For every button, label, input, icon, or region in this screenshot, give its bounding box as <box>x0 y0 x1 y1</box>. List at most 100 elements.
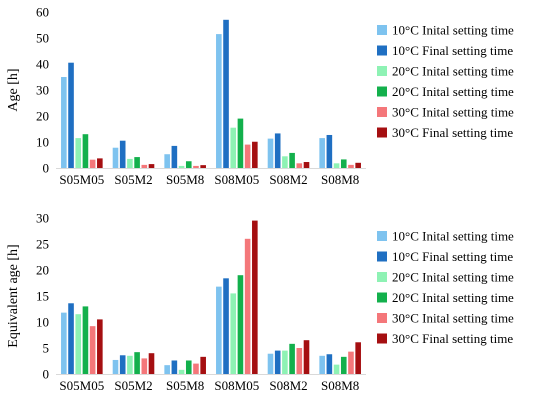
bar <box>296 163 303 168</box>
legend-label: 20°C Inital setting time <box>392 290 514 305</box>
bar <box>68 62 74 169</box>
bar <box>141 358 148 374</box>
legend-label: 10°C Inital setting time <box>392 23 514 38</box>
x-tick-label: S08M8 <box>321 378 359 393</box>
bar <box>326 134 333 168</box>
bar <box>326 354 333 374</box>
bar <box>333 364 340 374</box>
bar <box>282 350 288 374</box>
bar <box>97 319 103 374</box>
legend-label: 30°C Final setting time <box>392 125 513 140</box>
legend-label: 20°C Inital setting time <box>392 84 514 99</box>
x-tick-label: S05M8 <box>166 378 204 393</box>
bar <box>230 127 237 168</box>
bar <box>244 144 251 168</box>
y-tick-label: 50 <box>36 31 49 46</box>
legend: 10°C Inital setting time 10°C Final setti… <box>377 23 514 140</box>
bar <box>237 275 244 374</box>
y-tick-label: 10 <box>36 135 49 150</box>
bar <box>119 140 126 168</box>
y-tick-label: 0 <box>43 367 50 382</box>
legend-label: 10°C Final setting time <box>392 249 513 264</box>
x-tick-label: S08M05 <box>214 378 259 393</box>
y-tick-label: 40 <box>36 57 49 72</box>
legend-label: 20°C Inital setting time <box>392 64 514 79</box>
bar <box>303 162 310 168</box>
bar <box>333 163 340 168</box>
bar <box>355 162 361 168</box>
x-tick-label: S05M8 <box>166 172 204 187</box>
bar <box>75 314 82 374</box>
bar <box>244 238 251 374</box>
legend-label: 20°C Inital setting time <box>392 270 514 285</box>
bar <box>216 34 222 168</box>
bar <box>148 164 155 168</box>
bar <box>171 360 178 374</box>
bar <box>274 350 281 374</box>
y-tick-label: 0 <box>43 161 50 176</box>
bar <box>89 326 96 374</box>
x-tick-label: S05M2 <box>114 172 152 187</box>
bar <box>252 220 258 374</box>
legend-swatch <box>377 292 387 303</box>
bar <box>134 157 140 168</box>
legend-swatch <box>377 107 387 117</box>
x-tick-label: S05M05 <box>59 378 104 393</box>
bar <box>119 355 126 374</box>
legend-swatch <box>377 251 387 262</box>
y-tick-label: 60 <box>36 5 49 20</box>
y-tick-label: 10 <box>36 315 49 330</box>
bar <box>193 165 199 168</box>
bar <box>164 365 170 374</box>
bar <box>112 147 119 168</box>
y-tick-label: 20 <box>36 109 49 124</box>
bar <box>127 355 133 374</box>
bar <box>340 356 347 374</box>
bar <box>289 343 295 374</box>
legend-swatch <box>377 127 387 138</box>
bar <box>274 133 281 168</box>
legend-label: 30°C Final setting time <box>392 331 513 346</box>
bar <box>200 165 206 168</box>
legend-label: 30°C Inital setting time <box>392 105 514 120</box>
bar <box>237 118 244 168</box>
bar <box>97 158 103 168</box>
bar <box>223 278 229 374</box>
bar <box>141 164 148 168</box>
x-tick-label: S08M05 <box>214 172 259 187</box>
bar <box>89 159 96 168</box>
bar <box>193 363 199 374</box>
bar <box>127 158 133 168</box>
legend-swatch <box>377 86 387 97</box>
x-tick-label: S08M2 <box>269 378 307 393</box>
bar <box>340 159 347 168</box>
bar <box>82 306 89 374</box>
bar <box>289 152 295 168</box>
legend-swatch <box>377 272 387 282</box>
bar <box>134 352 140 374</box>
bar <box>112 359 119 374</box>
bar <box>267 138 274 168</box>
legend-label: 30°C Inital setting time <box>392 311 514 326</box>
bar <box>61 77 67 168</box>
legend-swatch <box>377 333 387 344</box>
bar <box>61 312 67 374</box>
legend: 10°C Inital setting time 10°C Final setti… <box>377 229 514 346</box>
bar <box>319 138 325 168</box>
y-tick-label: 5 <box>43 341 50 356</box>
chart-2: 0 5 10 15 20 25 30 Equivalent age [h] S05M05 S05M… <box>6 211 514 394</box>
bar <box>282 156 288 168</box>
legend-swatch <box>377 231 387 241</box>
bar <box>171 145 178 168</box>
bar <box>267 353 274 374</box>
x-tick-label: S05M2 <box>114 378 152 393</box>
bar <box>252 141 258 168</box>
bar <box>348 351 354 374</box>
bar <box>223 19 229 168</box>
x-tick-label: S08M8 <box>321 172 359 187</box>
bar <box>164 154 170 168</box>
y-tick-label: 30 <box>36 211 49 226</box>
bar <box>148 353 155 374</box>
y-axis-title: Age [h] <box>6 68 21 111</box>
bar <box>348 164 354 168</box>
